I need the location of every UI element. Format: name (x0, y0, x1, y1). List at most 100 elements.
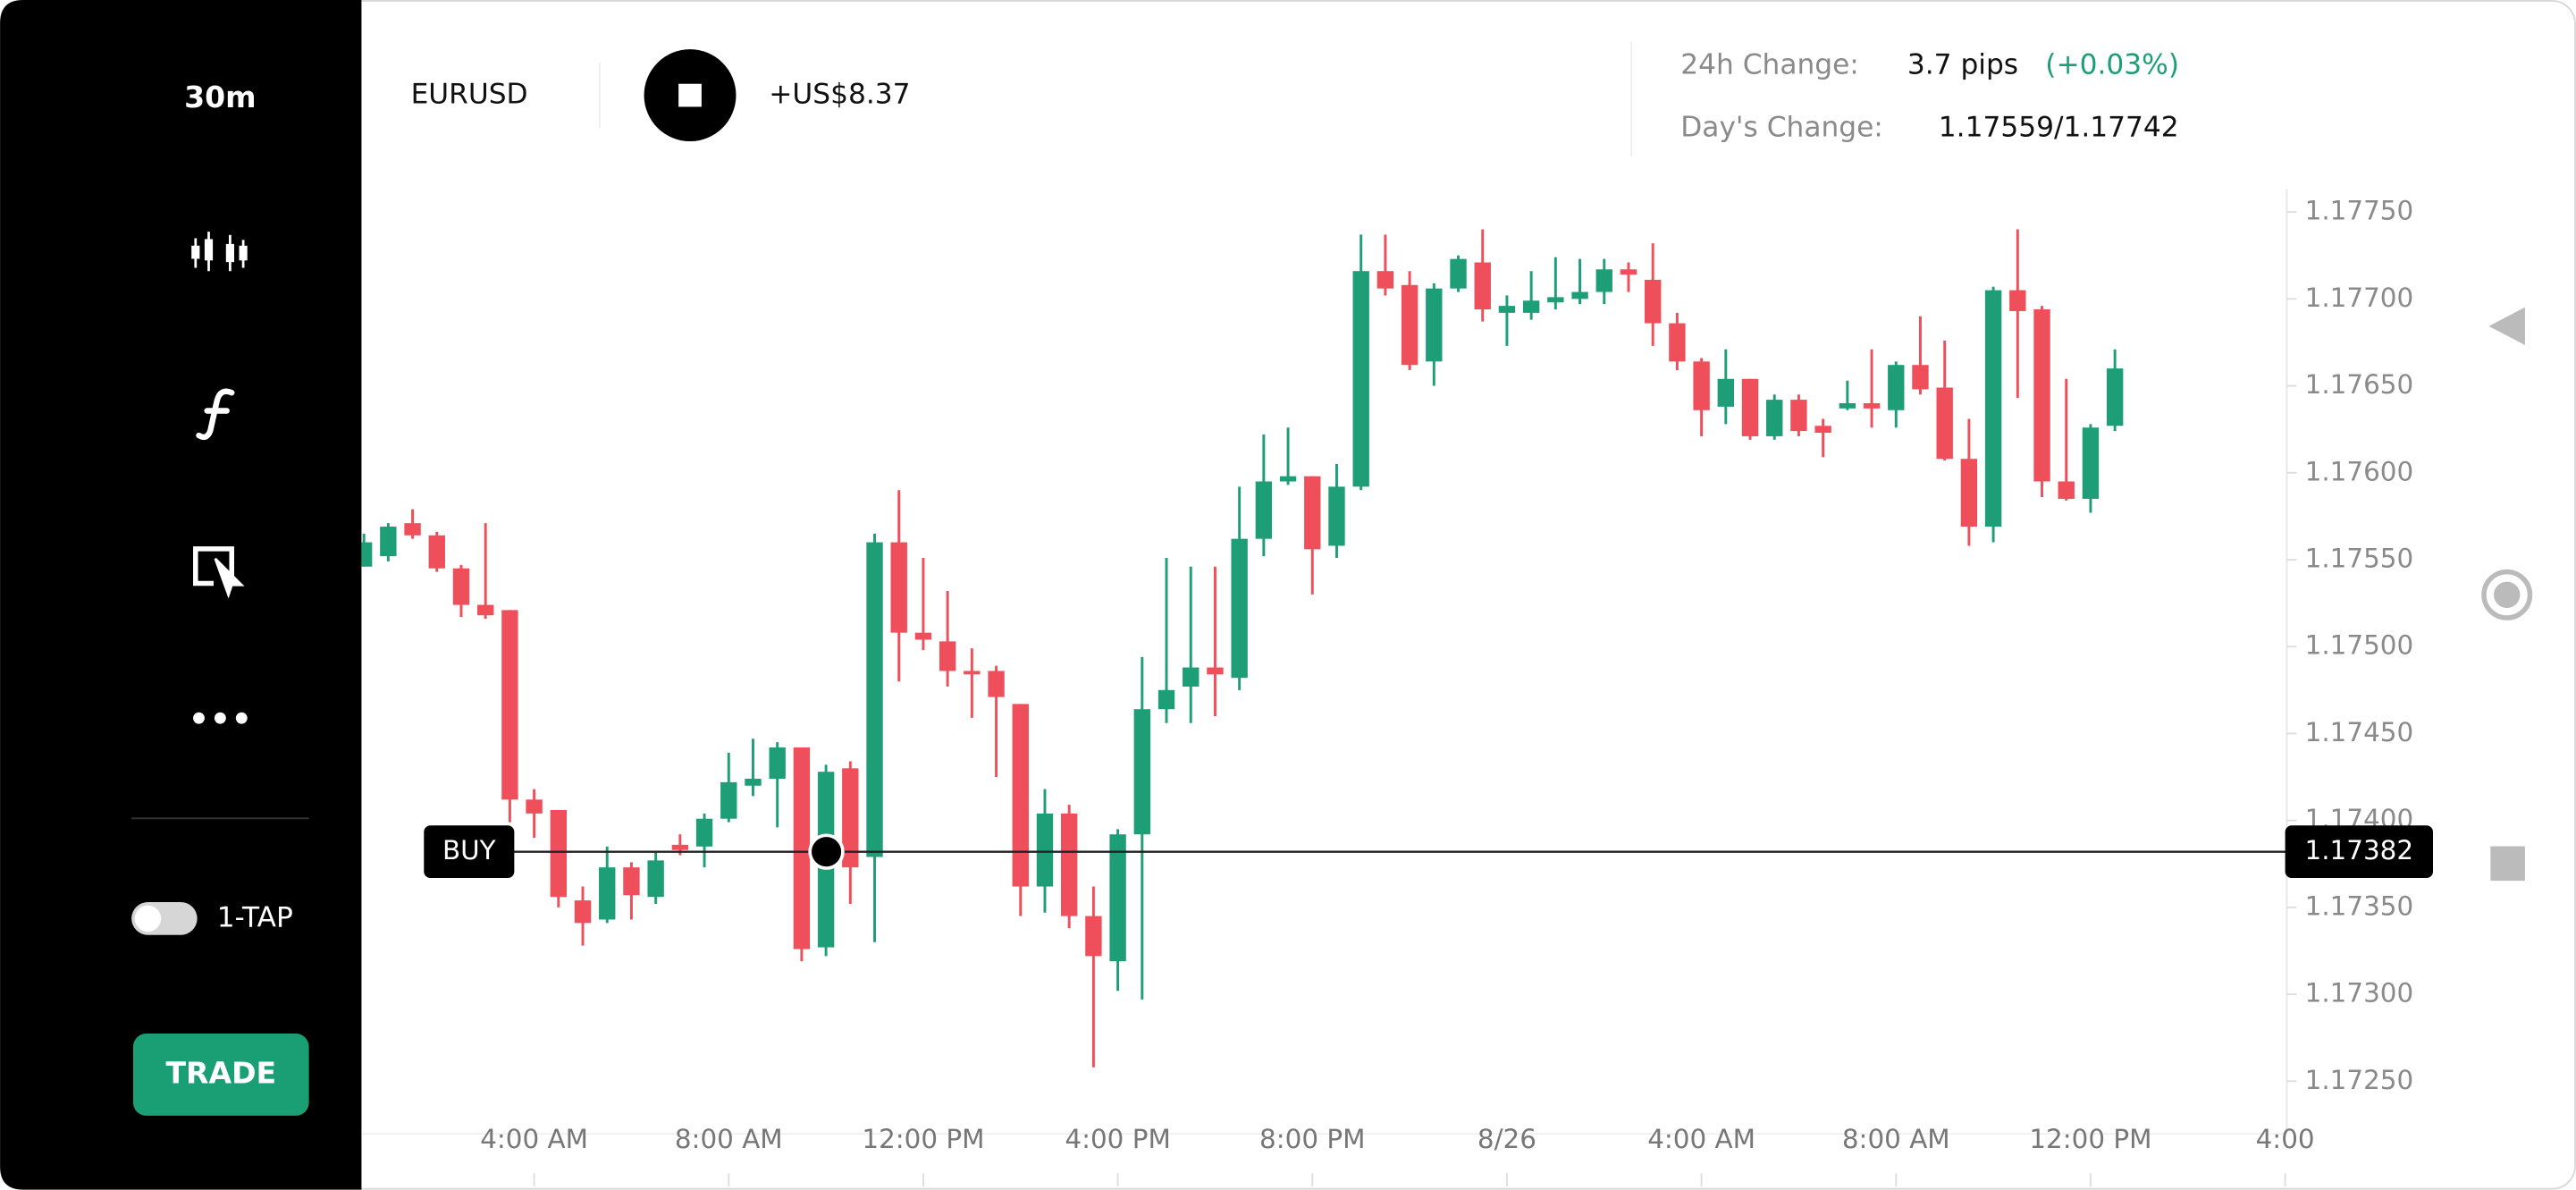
candle-body (1717, 378, 1734, 407)
more-icon[interactable] (193, 712, 248, 724)
order-marker (808, 833, 845, 870)
candle-body (428, 535, 445, 569)
candle-body (1158, 689, 1175, 710)
candle-body (1231, 538, 1248, 679)
candle-body (2082, 427, 2100, 499)
drawing-icon[interactable] (193, 546, 245, 599)
candle-body (380, 527, 397, 557)
candle-body (1183, 667, 1200, 687)
candle-body (1984, 290, 2002, 527)
stop-icon (678, 83, 702, 107)
order-label: BUY (442, 835, 497, 865)
candle-body (1839, 402, 1856, 409)
candle-body (1352, 271, 1369, 487)
candle-body (671, 844, 689, 850)
candle-body (1401, 284, 1418, 366)
candle-body (1888, 365, 1905, 410)
candle-body (1207, 667, 1224, 675)
candle-body (720, 781, 737, 819)
candle-body (939, 641, 956, 671)
x-tick-label: 8/26 (1477, 1124, 1536, 1154)
candle-body (1328, 486, 1345, 546)
nav-home[interactable] (2481, 569, 2533, 620)
nav-recent[interactable] (2490, 846, 2525, 882)
y-tick-label: 1.17350 (2305, 890, 2414, 921)
candle-body (2009, 290, 2026, 311)
candle-body (866, 542, 883, 857)
symbol[interactable]: EURUSD (411, 79, 528, 111)
candle-body (623, 867, 640, 896)
candle-body (361, 542, 373, 567)
change-24h-label: 24h Change: (1680, 49, 1859, 81)
days-change-label: Day's Change: (1680, 111, 1883, 143)
candle-body (1060, 813, 1078, 916)
candle-body (1863, 402, 1881, 409)
candle-body (745, 778, 762, 786)
y-tick-label: 1.17650 (2305, 369, 2414, 400)
trade-button[interactable] (132, 1034, 309, 1116)
candle-body (964, 671, 981, 675)
candle-body (1595, 269, 1612, 292)
x-tick-label: 8:00 PM (1259, 1124, 1365, 1154)
candle-body (988, 671, 1005, 697)
y-tick-label: 1.17250 (2305, 1065, 2414, 1095)
candle-body (1474, 262, 1491, 309)
candle-body (1085, 916, 1102, 957)
candle-body (1255, 481, 1273, 539)
candle-body (404, 523, 421, 536)
days-change-value: 1.17559/1.17742 (1939, 111, 2179, 143)
timeframe[interactable]: 30m (184, 80, 256, 114)
trade-button-label: TRADE (165, 1055, 276, 1090)
candle-body (890, 542, 907, 633)
candle-body (526, 799, 543, 814)
x-tick-label: 4:00 AM (1647, 1124, 1755, 1154)
nav-home-dot (2494, 581, 2521, 609)
candle-body (477, 604, 494, 616)
candle-body (1741, 378, 1759, 436)
candle-body (1669, 323, 1686, 362)
price-label: 1.17382 (2305, 835, 2414, 865)
candle-body (1766, 400, 1783, 436)
candle-body (599, 867, 616, 920)
candle-body (1693, 361, 1710, 410)
candle-body (1644, 279, 1662, 324)
candle-body (2058, 481, 2075, 499)
x-tick-label: 8:00 AM (1842, 1124, 1950, 1154)
candle-body (1279, 476, 1297, 482)
plot (361, 229, 2124, 1068)
pnl: +US$8.37 (769, 79, 910, 111)
indicator-icon[interactable] (196, 388, 235, 441)
x-tick-label: 4:00 PM (1065, 1124, 1170, 1154)
candle-body (452, 568, 470, 605)
candle-icon[interactable] (191, 232, 248, 272)
candle-body (914, 632, 932, 640)
change-24h-pips: 3.7 pips (1907, 49, 2018, 81)
candle-body (1304, 476, 1321, 550)
candle-body (647, 860, 664, 898)
candle-body (842, 768, 859, 868)
candle-body (769, 747, 786, 779)
candle-body (1109, 834, 1126, 962)
x-tick-label: 12:00 PM (862, 1124, 984, 1154)
x-tick-label: 8:00 AM (675, 1124, 783, 1154)
candle-body (1620, 269, 1637, 275)
candle-body (1012, 704, 1029, 887)
candle-body (1936, 387, 1953, 460)
candle-body (793, 747, 811, 949)
y-tick-label: 1.17450 (2305, 717, 2414, 747)
toggle-label: 1-TAP (217, 901, 293, 933)
toggle-knob (134, 905, 162, 933)
x-tick-label: 4:00 (2256, 1124, 2315, 1154)
x-tick-label: 12:00 PM (2029, 1124, 2151, 1154)
y-tick-label: 1.17600 (2305, 456, 2414, 486)
x-tick-label: 4:00 AM (480, 1124, 588, 1154)
nav-back[interactable] (2488, 307, 2525, 345)
price-label-box (2285, 825, 2434, 879)
candle-body (1522, 300, 1540, 313)
candle-body (695, 818, 713, 847)
y-tick-label: 1.17300 (2305, 978, 2414, 1009)
change-24h-pct: (+0.03%) (2045, 49, 2179, 81)
